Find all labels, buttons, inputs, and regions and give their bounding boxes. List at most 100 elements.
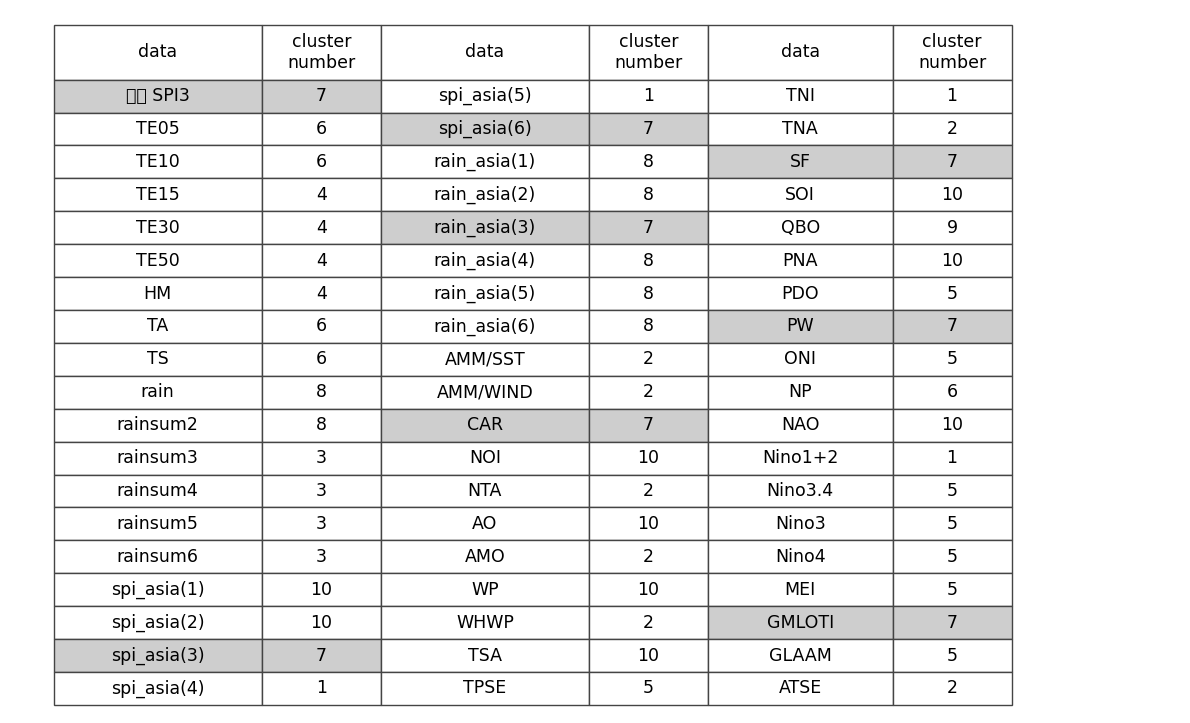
- Text: 9: 9: [946, 219, 958, 236]
- Text: 8: 8: [643, 285, 654, 302]
- Text: PDO: PDO: [782, 285, 819, 302]
- Text: 1: 1: [946, 449, 958, 467]
- Text: TNA: TNA: [782, 120, 819, 138]
- Text: 5: 5: [946, 351, 958, 368]
- Bar: [708, 145, 892, 179]
- Text: spi_asia(6): spi_asia(6): [438, 120, 532, 138]
- Text: 10: 10: [941, 252, 963, 270]
- Text: HM: HM: [144, 285, 171, 302]
- Bar: [262, 508, 381, 540]
- Bar: [589, 211, 708, 244]
- Text: 5: 5: [946, 482, 958, 500]
- Text: TE10: TE10: [136, 153, 180, 171]
- Text: rainsum5: rainsum5: [117, 515, 199, 533]
- Text: Nino1+2: Nino1+2: [762, 449, 839, 467]
- Text: 2: 2: [643, 614, 654, 632]
- Bar: [589, 113, 708, 145]
- Bar: [262, 474, 381, 508]
- Text: TPSE: TPSE: [463, 680, 507, 698]
- Bar: [381, 540, 589, 573]
- Bar: [54, 508, 262, 540]
- Bar: [381, 244, 589, 277]
- Bar: [892, 80, 1012, 113]
- Bar: [892, 25, 1012, 80]
- Bar: [589, 376, 708, 408]
- Bar: [708, 277, 892, 310]
- Text: 8: 8: [643, 153, 654, 171]
- Bar: [262, 211, 381, 244]
- Bar: [262, 179, 381, 211]
- Bar: [708, 540, 892, 573]
- Bar: [262, 442, 381, 474]
- Bar: [589, 474, 708, 508]
- Bar: [708, 310, 892, 343]
- Bar: [381, 606, 589, 639]
- Text: data: data: [465, 43, 505, 61]
- Text: TE30: TE30: [136, 219, 180, 236]
- Text: 6: 6: [315, 120, 327, 138]
- Bar: [589, 508, 708, 540]
- Bar: [589, 540, 708, 573]
- Bar: [381, 211, 589, 244]
- Bar: [54, 277, 262, 310]
- Text: 7: 7: [643, 120, 654, 138]
- Bar: [54, 113, 262, 145]
- Bar: [708, 376, 892, 408]
- Text: 8: 8: [643, 186, 654, 204]
- Text: 10: 10: [638, 581, 659, 599]
- Bar: [381, 25, 589, 80]
- Bar: [54, 25, 262, 80]
- Bar: [54, 639, 262, 672]
- Bar: [54, 442, 262, 474]
- Text: 7: 7: [946, 614, 958, 632]
- Bar: [708, 606, 892, 639]
- Bar: [381, 179, 589, 211]
- Text: rain_asia(2): rain_asia(2): [434, 186, 536, 204]
- Text: Nino4: Nino4: [775, 548, 826, 566]
- Bar: [892, 376, 1012, 408]
- Text: QBO: QBO: [781, 219, 820, 236]
- Text: 3: 3: [315, 482, 327, 500]
- Bar: [589, 277, 708, 310]
- Text: 1: 1: [643, 87, 654, 105]
- Text: 3: 3: [315, 449, 327, 467]
- Text: NTA: NTA: [468, 482, 502, 500]
- Bar: [262, 145, 381, 179]
- Bar: [381, 376, 589, 408]
- Text: TSA: TSA: [468, 646, 502, 664]
- Text: 6: 6: [946, 383, 958, 401]
- Bar: [381, 672, 589, 705]
- Bar: [262, 672, 381, 705]
- Text: spi_asia(5): spi_asia(5): [438, 87, 532, 106]
- Bar: [708, 508, 892, 540]
- Bar: [589, 179, 708, 211]
- Bar: [589, 672, 708, 705]
- Text: rain: rain: [140, 383, 175, 401]
- Bar: [892, 672, 1012, 705]
- Bar: [262, 343, 381, 376]
- Bar: [381, 408, 589, 442]
- Bar: [381, 442, 589, 474]
- Bar: [54, 474, 262, 508]
- Text: 5: 5: [946, 646, 958, 664]
- Text: NP: NP: [789, 383, 812, 401]
- Bar: [708, 244, 892, 277]
- Text: 2: 2: [643, 383, 654, 401]
- Text: NOI: NOI: [469, 449, 501, 467]
- Text: 6: 6: [315, 153, 327, 171]
- Bar: [381, 508, 589, 540]
- Text: 7: 7: [643, 219, 654, 236]
- Text: 4: 4: [315, 219, 327, 236]
- Text: rainsum4: rainsum4: [117, 482, 199, 500]
- Text: ONI: ONI: [784, 351, 816, 368]
- Text: WHWP: WHWP: [456, 614, 514, 632]
- Bar: [262, 376, 381, 408]
- Bar: [708, 672, 892, 705]
- Text: SF: SF: [790, 153, 810, 171]
- Text: Nino3.4: Nino3.4: [766, 482, 834, 500]
- Bar: [381, 573, 589, 606]
- Text: 3: 3: [315, 548, 327, 566]
- Text: rainsum6: rainsum6: [117, 548, 199, 566]
- Text: GLAAM: GLAAM: [769, 646, 832, 664]
- Bar: [381, 343, 589, 376]
